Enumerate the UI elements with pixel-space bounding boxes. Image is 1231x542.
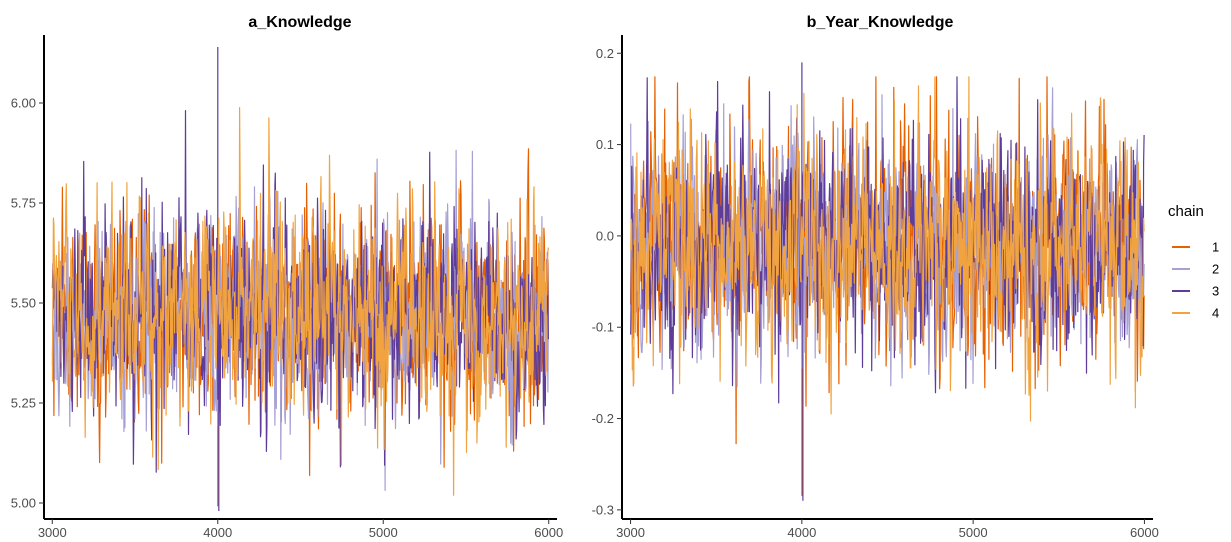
- y-tick-label: 5.75: [11, 196, 36, 211]
- legend-title: chain: [1168, 203, 1204, 220]
- panel-title: a_Knowledge: [248, 14, 351, 31]
- x-axis-ticks: 3000 4000 5000 6000: [38, 519, 563, 540]
- x-tick-label: 6000: [1130, 525, 1159, 540]
- x-tick-label: 5000: [369, 525, 398, 540]
- x-tick-label: 5000: [959, 525, 988, 540]
- chain-traces: [630, 62, 1145, 501]
- y-tick-label: -0.3: [592, 502, 614, 517]
- y-axis-ticks: -0.3 -0.2 -0.1 0.0 0.1 0.2: [592, 46, 622, 517]
- panel-title: b_Year_Knowledge: [807, 14, 954, 31]
- legend-label: 2: [1212, 262, 1219, 277]
- legend-items: 1 2 3 4: [1172, 240, 1219, 321]
- legend-label: 1: [1212, 240, 1219, 255]
- y-tick-label: -0.1: [592, 320, 614, 335]
- chain-4-trace: [630, 76, 1145, 422]
- y-tick-label: 5.50: [11, 296, 36, 311]
- x-tick-label: 3000: [616, 525, 645, 540]
- y-tick-label: -0.2: [592, 411, 614, 426]
- y-tick-label: 0.2: [596, 46, 614, 61]
- x-tick-label: 4000: [203, 525, 232, 540]
- y-axis-ticks: 5.00 5.25 5.50 5.75 6.00: [11, 96, 44, 511]
- legend-label: 3: [1212, 284, 1219, 299]
- chain-4-trace: [51, 107, 549, 496]
- x-axis-ticks: 3000 4000 5000 6000: [616, 519, 1159, 540]
- y-tick-label: 0.1: [596, 137, 614, 152]
- panel-a-knowledge: a_Knowledge 5.00 5.25 5.50 5.75 6.00 3000 400…: [11, 14, 563, 540]
- y-tick-label: 5.00: [11, 496, 36, 511]
- y-tick-label: 5.25: [11, 396, 36, 411]
- x-tick-label: 3000: [38, 525, 67, 540]
- y-tick-label: 6.00: [11, 96, 36, 111]
- legend: chain 1 2 3 4: [1168, 203, 1219, 321]
- x-tick-label: 6000: [534, 525, 563, 540]
- chain-traces: [51, 47, 549, 511]
- legend-label: 4: [1212, 306, 1219, 321]
- panel-b-year-knowledge: b_Year_Knowledge -0.3 -0.2 -0.1 0.0 0.1 0.2 3…: [592, 14, 1159, 540]
- y-tick-label: 0.0: [596, 228, 614, 243]
- x-tick-label: 4000: [787, 525, 816, 540]
